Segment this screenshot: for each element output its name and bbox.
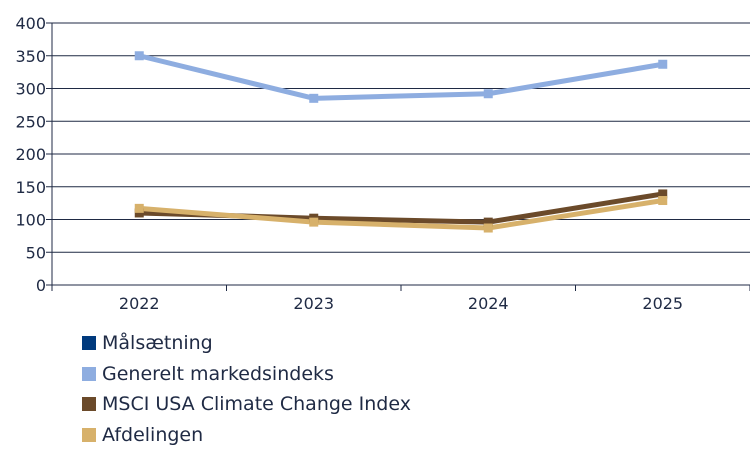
y-axis: 0 50 100 150 200 250 300 350 400 (15, 14, 46, 295)
legend-swatch (82, 367, 96, 381)
y-tick-label: 150 (15, 178, 46, 197)
data-point (658, 196, 667, 205)
y-tick-label: 250 (15, 112, 46, 131)
legend-swatch (82, 336, 96, 350)
data-point (135, 51, 144, 60)
legend-swatch (82, 397, 96, 411)
data-point (658, 60, 667, 69)
data-point (309, 218, 318, 227)
legend-label: Generelt markedsindeks (102, 363, 334, 385)
x-axis: 2022 2023 2024 2025 (52, 285, 750, 313)
data-point (135, 204, 144, 213)
x-tick-label: 2022 (119, 294, 160, 313)
y-tick-label: 400 (15, 14, 46, 33)
series-line-1 (139, 56, 663, 99)
x-tick-label: 2023 (293, 294, 334, 313)
data-point (484, 89, 493, 98)
y-tick-label: 50 (26, 243, 46, 262)
legend-item-generelt-markedsindeks: Generelt markedsindeks (82, 359, 411, 390)
legend-label: MSCI USA Climate Change Index (102, 393, 411, 415)
y-tick-label: 200 (15, 145, 46, 164)
y-tick-label: 300 (15, 80, 46, 99)
data-point (484, 224, 493, 233)
data-point (309, 94, 318, 103)
gridlines (46, 23, 750, 291)
legend-label: Målsætning (102, 332, 213, 354)
y-tick-label: 0 (36, 276, 46, 295)
y-tick-label: 350 (15, 47, 46, 66)
legend-item-msci-usa-climate-change-index: MSCI USA Climate Change Index (82, 389, 411, 420)
x-tick-label: 2025 (642, 294, 683, 313)
legend-item-afdelingen: Afdelingen (82, 420, 411, 450)
legend-swatch (82, 428, 96, 442)
legend-label: Afdelingen (102, 424, 203, 446)
x-tick-label: 2024 (468, 294, 509, 313)
legend-item-malsaetning: Målsætning (82, 328, 411, 359)
legend: Målsætning Generelt markedsindeks MSCI U… (82, 328, 411, 450)
y-tick-label: 100 (15, 211, 46, 230)
series-line-2 (139, 194, 663, 222)
series-lines (139, 56, 663, 228)
